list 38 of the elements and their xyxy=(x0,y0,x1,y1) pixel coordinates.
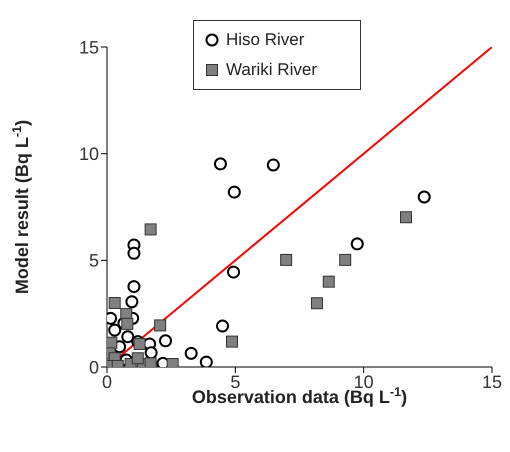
point xyxy=(134,338,146,350)
point xyxy=(125,295,138,308)
point xyxy=(310,297,323,310)
point xyxy=(400,211,412,224)
point xyxy=(127,280,140,294)
point xyxy=(132,352,144,364)
point xyxy=(144,223,157,236)
point xyxy=(266,158,280,172)
point xyxy=(339,254,352,266)
legend-label: Hiso River xyxy=(226,30,304,50)
point xyxy=(216,320,229,333)
point xyxy=(108,324,122,337)
point xyxy=(154,319,166,332)
point xyxy=(127,246,140,260)
point xyxy=(144,346,158,360)
legend-label: Wariki River xyxy=(226,60,317,80)
point xyxy=(227,266,240,279)
x-tick-label: 0 xyxy=(102,372,112,392)
point xyxy=(121,318,134,330)
x-tick-label: 10 xyxy=(354,372,374,392)
point xyxy=(144,357,157,367)
point xyxy=(159,334,172,348)
point xyxy=(418,190,431,204)
point xyxy=(200,356,213,367)
x-tick-label: 15 xyxy=(482,372,502,392)
point xyxy=(214,157,227,170)
point xyxy=(228,186,241,199)
point xyxy=(108,297,121,309)
point xyxy=(322,276,335,288)
y-tick-label: 5 xyxy=(88,250,99,271)
point xyxy=(350,237,364,250)
y-tick-label: 10 xyxy=(78,144,99,164)
point xyxy=(184,346,198,360)
point xyxy=(226,336,238,348)
point xyxy=(121,330,134,344)
y-tick-label: 0 xyxy=(88,357,99,378)
point xyxy=(280,254,292,266)
y-tick-label: 15 xyxy=(78,37,99,58)
